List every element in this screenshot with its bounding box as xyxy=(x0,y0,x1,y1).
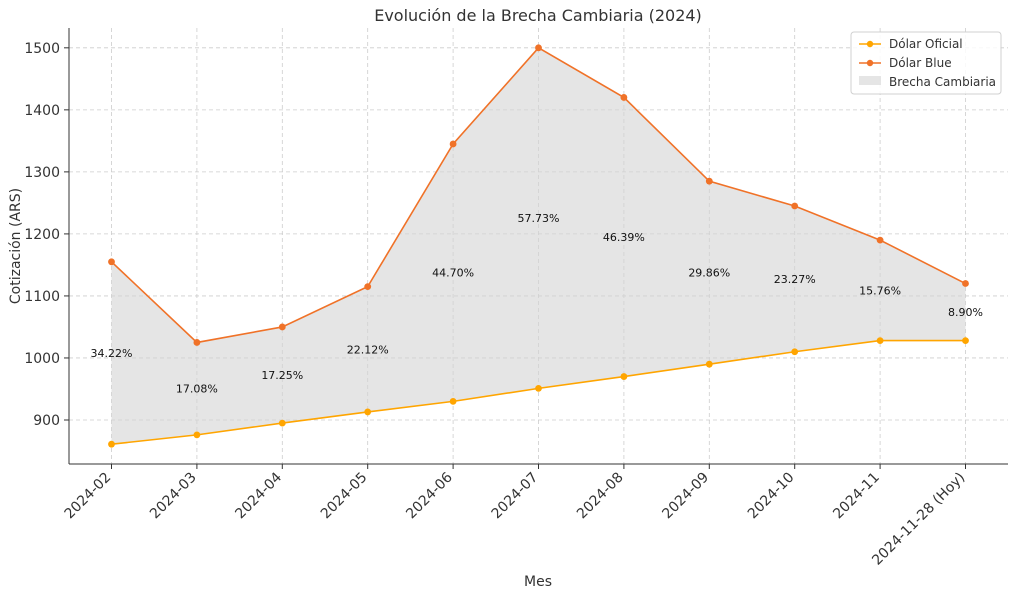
gap-label-4: 44.70% xyxy=(432,267,474,280)
chart-title: Evolución de la Brecha Cambiaria (2024) xyxy=(374,6,702,25)
point-dolar-oficial-3 xyxy=(364,408,372,416)
gap-label-5: 57.73% xyxy=(518,212,560,225)
y-tick-label: 1500 xyxy=(24,41,60,57)
point-dolar-blue-0 xyxy=(108,258,115,266)
gap-label-0: 34.22% xyxy=(91,347,133,360)
y-tick-label: 1100 xyxy=(24,289,60,305)
x-tick-label: 2024-07 xyxy=(489,470,542,523)
point-dolar-oficial-4 xyxy=(449,397,457,405)
point-dolar-oficial-2 xyxy=(278,419,286,427)
point-dolar-oficial-9 xyxy=(876,337,884,344)
legend-box xyxy=(850,31,1002,95)
point-dolar-blue-5 xyxy=(535,44,542,52)
x-tick-label: 2024-09 xyxy=(659,470,712,523)
y-tick-label: 1000 xyxy=(24,351,60,367)
gap-labels: 34.22% 17.08% 17.25% 22.12% 44.70% 57.73% 46.3… xyxy=(91,212,983,396)
x-axis-label: Mes xyxy=(524,574,552,590)
x-tick-label: 2024-11-28 (Hoy) xyxy=(869,470,968,569)
legend-swatch-brecha xyxy=(859,76,881,85)
gap-label-1: 17.08% xyxy=(176,383,218,396)
legend-marker-blue xyxy=(866,59,874,67)
brecha-area xyxy=(111,47,966,445)
y-tick-label: 1400 xyxy=(24,103,60,119)
point-dolar-oficial-1 xyxy=(193,431,201,439)
point-dolar-blue-7 xyxy=(705,177,713,185)
x-tick-label: 2024-10 xyxy=(745,470,798,523)
gap-label-9: 15.76% xyxy=(859,284,901,297)
x-tick-label: 2024-11 xyxy=(830,470,883,523)
y-axis-label: Cotización (ARS) xyxy=(8,188,24,304)
legend-label-oficial: Dólar Oficial xyxy=(889,37,963,51)
point-dolar-oficial-10 xyxy=(962,337,969,344)
point-dolar-oficial-8 xyxy=(791,348,799,356)
series-layer xyxy=(108,44,969,448)
gap-label-10: 8.90% xyxy=(948,306,983,319)
x-tick-label: 2024-03 xyxy=(147,470,200,523)
y-tick-label: 1200 xyxy=(24,227,60,243)
legend-marker-oficial xyxy=(866,40,874,48)
point-dolar-blue-6 xyxy=(620,94,628,101)
legend: Dólar Oficial Dólar Blue Brecha Cambiari… xyxy=(850,31,1002,95)
point-dolar-blue-1 xyxy=(193,339,201,346)
gap-label-2: 17.25% xyxy=(261,369,303,382)
point-dolar-oficial-5 xyxy=(535,384,542,392)
point-dolar-blue-3 xyxy=(364,283,372,291)
gap-label-7: 29.86% xyxy=(688,267,730,280)
point-dolar-blue-9 xyxy=(876,236,884,244)
point-dolar-blue-2 xyxy=(278,323,286,331)
legend-label-blue: Dólar Blue xyxy=(889,56,952,70)
point-dolar-blue-10 xyxy=(962,280,969,287)
x-tick-label: 2024-08 xyxy=(574,470,627,523)
gap-label-3: 22.12% xyxy=(347,343,389,356)
point-dolar-blue-4 xyxy=(449,140,457,148)
x-tick-label: 2024-02 xyxy=(62,470,115,523)
x-tick-label: 2024-06 xyxy=(403,469,456,522)
y-tick-label: 900 xyxy=(33,413,60,429)
y-tick-label: 1300 xyxy=(24,165,60,181)
y-ticks: 900 1000 1100 1200 1300 1400 1500 xyxy=(24,41,69,429)
legend-label-brecha: Brecha Cambiaria xyxy=(889,75,996,89)
point-dolar-oficial-6 xyxy=(620,373,628,380)
x-tick-label: 2024-04 xyxy=(232,469,285,522)
point-dolar-oficial-0 xyxy=(108,440,115,448)
x-tick-label: 2024-05 xyxy=(318,470,371,523)
point-dolar-blue-8 xyxy=(791,202,799,210)
point-dolar-oficial-7 xyxy=(705,360,713,368)
gap-label-6: 46.39% xyxy=(603,231,645,244)
x-ticks: 2024-02 2024-03 2024-04 2024-05 2024-06 2024-… xyxy=(62,464,968,569)
gap-label-8: 23.27% xyxy=(774,273,816,286)
